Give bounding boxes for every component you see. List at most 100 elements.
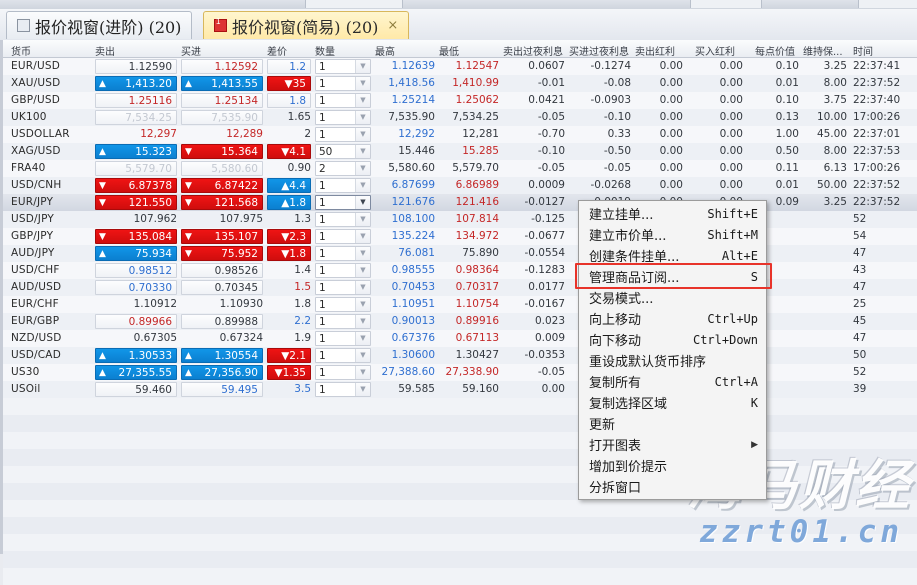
column-header-sell[interactable]: 卖出 [95,47,115,58]
cell-time[interactable]: 22:37:01 [853,128,901,140]
cell-spread[interactable]: 1.2 [267,59,311,74]
cell-high[interactable]: 135.224 [391,230,435,242]
cell-sell_swap[interactable]: -0.70 [537,128,565,140]
table-row[interactable]: XAU/USD ▲ 1,413.20 ▲ 1,413.55 ▼35 1 ▼ 1,418.56 1,… [3,75,917,92]
menu-item-1[interactable]: 建立市价单... Shift+M [579,224,766,245]
menu-item-5[interactable]: 向上移动 Ctrl+Up [579,308,766,329]
chevron-down-icon[interactable]: ▼ [355,315,370,328]
cell-low[interactable]: 59.160 [462,383,499,395]
cell-time[interactable]: 54 [853,230,867,242]
cell-buy_swap[interactable]: 0.33 [607,128,631,140]
cell-buy[interactable]: ▲ 1.30554 [181,348,263,363]
quantity-dropdown[interactable]: 1 ▼ [315,110,371,125]
cell-symbol[interactable]: USD/JPY [11,213,54,225]
column-header-spread[interactable]: 差价 [267,47,287,58]
table-row[interactable]: USD/CAD ▲ 1.30533 ▲ 1.30554 ▼2.1 1 ▼ 1.30600 1.30… [3,347,917,364]
column-header-buy[interactable]: 买进 [181,47,201,58]
tab-quote-window-advanced[interactable]: 报价视窗(进阶) (20) [6,11,193,39]
quantity-dropdown[interactable]: 1 ▼ [315,263,371,278]
cell-time[interactable]: 22:37:52 [853,179,901,191]
cell-margin[interactable] [803,313,847,330]
cell-sell[interactable]: ▲ 15.323 [95,144,177,159]
chevron-down-icon[interactable]: ▼ [355,94,370,107]
cell-sell_swap[interactable]: 0.0607 [528,60,565,72]
cell-time[interactable]: 47 [853,332,867,344]
cell-buy[interactable]: ▼ 135.107 [181,229,263,244]
cell-sell[interactable]: 0.67305 [133,332,177,344]
menu-item-13[interactable]: 分拆窗口 [579,476,766,497]
cell-symbol[interactable]: USD/CAD [11,349,61,361]
cell-buy[interactable]: 107.975 [219,213,263,225]
cell-sell_swap[interactable]: 0.009 [534,332,565,344]
cell-buy_div[interactable]: 0.00 [719,60,743,72]
cell-margin[interactable] [803,228,847,245]
cell-buy[interactable]: 1.25134 [181,93,263,108]
chevron-down-icon[interactable]: ▼ [355,60,370,73]
cell-margin[interactable] [803,330,847,347]
cell-sell[interactable]: 59.460 [95,382,177,397]
cell-sell[interactable]: ▲ 1,413.20 [95,76,177,91]
cell-low[interactable]: 1.25062 [455,94,499,106]
cell-buy[interactable]: 1.12592 [181,59,263,74]
cell-high[interactable]: 108.100 [391,213,435,225]
cell-time[interactable]: 47 [853,247,867,259]
cell-spread[interactable]: 1.8 [267,93,311,108]
cell-high[interactable]: 12,292 [398,128,435,140]
column-header-margin[interactable]: 维持保... [803,47,843,58]
quantity-dropdown[interactable]: 50 ▼ [315,144,371,159]
chevron-down-icon[interactable]: ▼ [355,162,370,175]
cell-buy_div[interactable]: 0.00 [719,145,743,157]
cell-sell_swap[interactable]: -0.01 [537,77,565,89]
cell-buy[interactable]: 5,580.60 [181,161,263,176]
quantity-dropdown[interactable]: 2 ▼ [315,161,371,176]
cell-symbol[interactable]: EUR/USD [11,60,60,72]
cell-buy_div[interactable]: 0.00 [719,94,743,106]
cell-high[interactable]: 6.87699 [391,179,435,191]
cell-sell[interactable]: 12,297 [140,128,177,140]
cell-spread[interactable]: ▼2.1 [267,348,311,363]
cell-margin[interactable] [803,279,847,296]
cell-sell[interactable]: 0.70330 [95,280,177,295]
cell-pip_value[interactable]: 0.09 [775,196,799,208]
cell-buy_swap[interactable]: -0.08 [603,77,631,89]
chevron-down-icon[interactable]: ▼ [355,366,370,379]
cell-sell_swap[interactable]: 0.00 [541,383,565,395]
cell-low[interactable]: 0.98364 [455,264,499,276]
cell-pip_value[interactable]: 0.10 [775,60,799,72]
tab-quote-window-simple[interactable]: 报价视窗(简易) (20) × [203,11,410,39]
quantity-dropdown[interactable]: 1 ▼ [315,59,371,74]
cell-sell_swap[interactable]: -0.0127 [524,196,565,208]
cell-margin[interactable] [803,364,847,381]
cell-time[interactable]: 43 [853,264,867,276]
quantity-dropdown[interactable]: 1 ▼ [315,178,371,193]
menu-item-7[interactable]: 重设成默认货币排序 [579,350,766,371]
cell-margin[interactable] [803,347,847,364]
quantity-dropdown[interactable]: 1 ▼ [315,246,371,261]
cell-buy_div[interactable]: 0.00 [719,128,743,140]
cell-sell_swap[interactable]: -0.10 [537,145,565,157]
close-icon[interactable]: × [387,18,399,33]
quantity-dropdown[interactable]: 1 ▼ [315,195,371,210]
cell-high[interactable]: 1.10951 [391,298,435,310]
cell-time[interactable]: 52 [853,213,867,225]
column-header-buy_div[interactable]: 买入红利 [695,47,735,58]
table-row[interactable]: EUR/GBP 0.89966 0.89988 2.2 1 ▼ 0.90013 0.89916… [3,313,917,330]
cell-spread[interactable]: 1.3 [294,213,311,225]
cell-time[interactable]: 47 [853,281,867,293]
cell-spread[interactable]: ▲1.8 [267,195,311,210]
chevron-down-icon[interactable]: ▼ [355,128,370,141]
column-header-qty[interactable]: 数量 [315,47,335,58]
cell-low[interactable]: 134.972 [455,230,499,242]
cell-sell_div[interactable]: 0.00 [659,94,683,106]
chevron-down-icon[interactable]: ▼ [355,281,370,294]
cell-time[interactable]: 22:37:41 [853,60,901,72]
cell-buy_swap[interactable]: -0.0268 [590,179,631,191]
column-header-sell_div[interactable]: 卖出红利 [635,47,675,58]
chevron-down-icon[interactable]: ▼ [355,77,370,90]
cell-low[interactable]: 107.814 [455,213,499,225]
cell-sell_swap[interactable]: -0.1283 [524,264,565,276]
menu-item-2[interactable]: 创建条件挂单... Alt+E [579,245,766,266]
cell-sell_swap[interactable]: -0.05 [537,366,565,378]
cell-buy_div[interactable]: 0.00 [719,77,743,89]
cell-high[interactable]: 0.70453 [391,281,435,293]
